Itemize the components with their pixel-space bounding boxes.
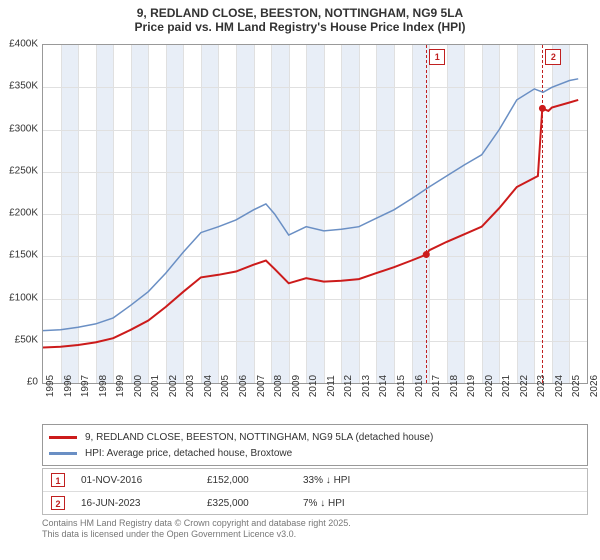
y-tick-label: £0 xyxy=(0,377,38,388)
footer-line: Contains HM Land Registry data © Crown c… xyxy=(42,518,588,529)
x-tick-label: 2003 xyxy=(185,375,196,397)
x-tick-label: 1998 xyxy=(98,375,109,397)
sale-diff: 7% ↓ HPI xyxy=(303,498,383,509)
x-tick-label: 2010 xyxy=(308,375,319,397)
y-tick-label: £100K xyxy=(0,292,38,303)
y-tick-label: £350K xyxy=(0,81,38,92)
x-tick-label: 2016 xyxy=(414,375,425,397)
x-tick-label: 2000 xyxy=(133,375,144,397)
x-tick-label: 2014 xyxy=(378,375,389,397)
series-hpi xyxy=(43,79,578,331)
legend: 9, REDLAND CLOSE, BEESTON, NOTTINGHAM, N… xyxy=(42,424,588,466)
sale-price: £325,000 xyxy=(207,498,287,509)
y-tick-label: £250K xyxy=(0,165,38,176)
x-tick-label: 2011 xyxy=(326,375,337,397)
x-tick-label: 2006 xyxy=(238,375,249,397)
x-tick-label: 1997 xyxy=(80,375,91,397)
x-tick-label: 2015 xyxy=(396,375,407,397)
x-tick-label: 1995 xyxy=(45,375,56,397)
title-line-1: 9, REDLAND CLOSE, BEESTON, NOTTINGHAM, N… xyxy=(4,6,596,20)
marker-badge: 1 xyxy=(51,473,65,487)
y-tick-label: £400K xyxy=(0,39,38,50)
footer-line: This data is licensed under the Open Gov… xyxy=(42,529,588,540)
x-tick-label: 2001 xyxy=(150,375,161,397)
marker-badge: 2 xyxy=(51,496,65,510)
x-tick-label: 2002 xyxy=(168,375,179,397)
x-tick-label: 2004 xyxy=(203,375,214,397)
title-block: 9, REDLAND CLOSE, BEESTON, NOTTINGHAM, N… xyxy=(0,0,600,36)
sale-date: 16-JUN-2023 xyxy=(81,498,191,509)
x-tick-label: 1999 xyxy=(115,375,126,397)
x-tick-label: 2022 xyxy=(519,375,530,397)
legend-item: HPI: Average price, detached house, Brox… xyxy=(49,445,581,461)
x-tick-label: 2021 xyxy=(501,375,512,397)
title-line-2: Price paid vs. HM Land Registry's House … xyxy=(4,20,596,34)
sale-price: £152,000 xyxy=(207,475,287,486)
x-tick-label: 2009 xyxy=(291,375,302,397)
table-row: 2 16-JUN-2023 £325,000 7% ↓ HPI xyxy=(43,491,587,514)
sale-diff: 33% ↓ HPI xyxy=(303,475,383,486)
x-tick-label: 2025 xyxy=(571,375,582,397)
sale-date: 01-NOV-2016 xyxy=(81,475,191,486)
legend-swatch xyxy=(49,452,77,455)
x-tick-label: 2013 xyxy=(361,375,372,397)
x-tick-label: 2007 xyxy=(256,375,267,397)
y-tick-label: £50K xyxy=(0,334,38,345)
x-tick-label: 2026 xyxy=(589,375,600,397)
sales-table: 1 01-NOV-2016 £152,000 33% ↓ HPI 2 16-JU… xyxy=(42,468,588,515)
x-tick-label: 2017 xyxy=(431,375,442,397)
chart-area: 12 xyxy=(42,44,588,384)
legend-item: 9, REDLAND CLOSE, BEESTON, NOTTINGHAM, N… xyxy=(49,429,581,445)
x-tick-label: 2020 xyxy=(484,375,495,397)
chart-container: 9, REDLAND CLOSE, BEESTON, NOTTINGHAM, N… xyxy=(0,0,600,560)
legend-label: HPI: Average price, detached house, Brox… xyxy=(85,448,292,459)
y-tick-label: £300K xyxy=(0,123,38,134)
y-tick-label: £150K xyxy=(0,250,38,261)
x-tick-label: 2024 xyxy=(554,375,565,397)
marker-dot xyxy=(539,105,546,112)
x-tick-label: 2012 xyxy=(343,375,354,397)
x-tick-label: 2019 xyxy=(466,375,477,397)
x-tick-label: 2018 xyxy=(449,375,460,397)
table-row: 1 01-NOV-2016 £152,000 33% ↓ HPI xyxy=(43,469,587,491)
x-tick-label: 1996 xyxy=(63,375,74,397)
marker-dot xyxy=(423,251,430,258)
y-tick-label: £200K xyxy=(0,208,38,219)
legend-swatch xyxy=(49,436,77,439)
legend-label: 9, REDLAND CLOSE, BEESTON, NOTTINGHAM, N… xyxy=(85,432,433,443)
x-tick-label: 2023 xyxy=(536,375,547,397)
x-tick-label: 2005 xyxy=(220,375,231,397)
x-tick-label: 2008 xyxy=(273,375,284,397)
footer: Contains HM Land Registry data © Crown c… xyxy=(42,518,588,540)
